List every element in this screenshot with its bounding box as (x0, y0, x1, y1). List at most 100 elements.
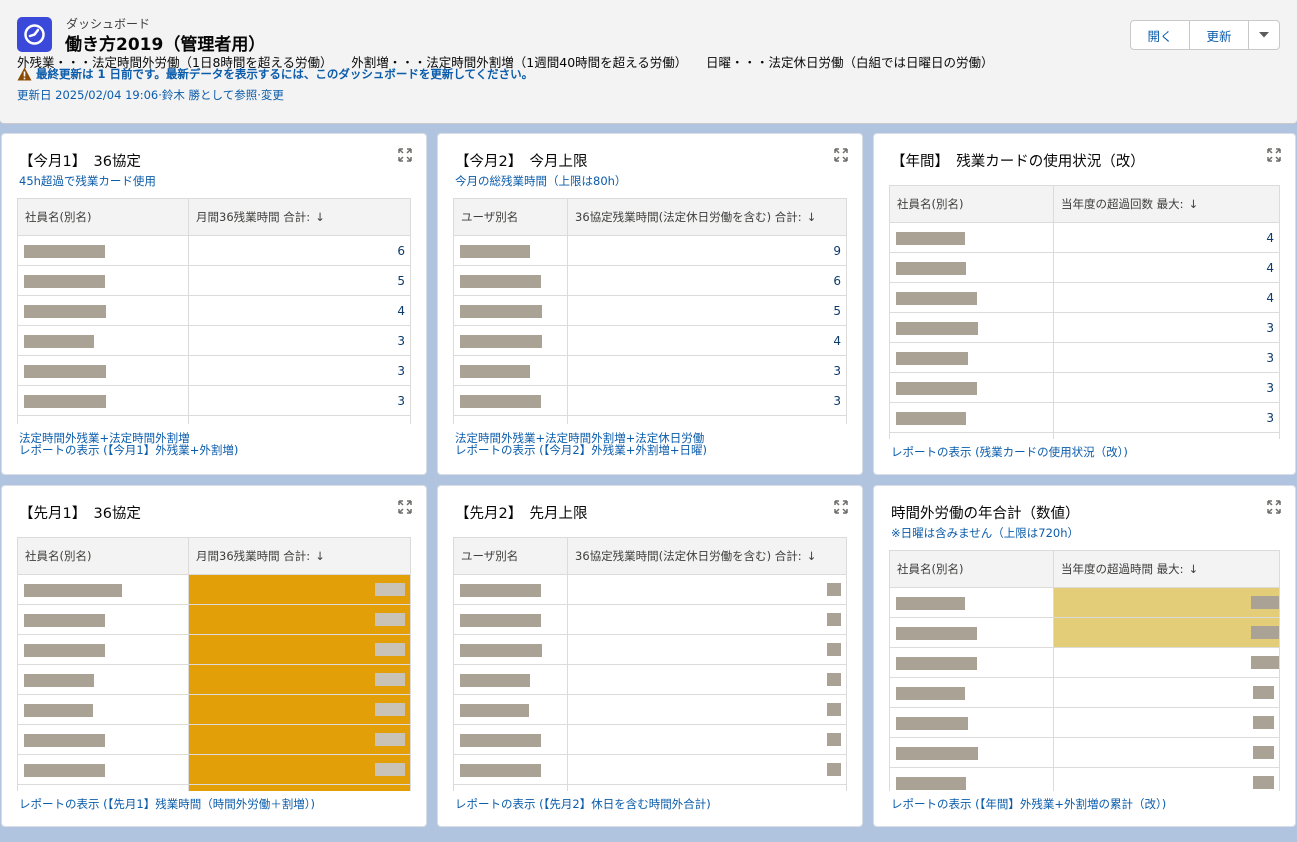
redacted-value (1251, 656, 1279, 669)
expand-icon[interactable] (834, 148, 848, 162)
table-header: 社員名(別名) 当年度の超過回数 最大: ↓ (890, 186, 1279, 223)
expand-icon[interactable] (398, 148, 412, 162)
table-row[interactable]: 6 (454, 266, 846, 296)
column-header-value[interactable]: 月間36残業時間 合計: ↓ (196, 549, 325, 563)
table-row[interactable] (454, 725, 846, 755)
column-header-name[interactable]: ユーザ別名 (454, 199, 568, 235)
table-row[interactable]: 4 (890, 223, 1279, 253)
redacted-name (24, 335, 94, 348)
column-header-name[interactable]: ユーザ別名 (454, 538, 568, 574)
redacted-name (460, 734, 541, 747)
expand-icon[interactable] (1267, 148, 1281, 162)
table-row[interactable] (18, 635, 410, 665)
column-header-value[interactable]: 月間36残業時間 合計: ↓ (196, 210, 325, 224)
column-header-value[interactable]: 当年度の超過回数 最大: ↓ (1061, 197, 1199, 211)
table-row[interactable]: 3 (18, 356, 410, 386)
table-row[interactable]: 3 (454, 356, 846, 386)
redacted-name (896, 687, 965, 700)
column-header-value[interactable]: 当年度の超過時間 最大: ↓ (1061, 562, 1199, 576)
stale-warning: 最終更新は 1 日前です。最新データを表示するには、このダッシュボードを更新して… (17, 66, 533, 82)
table-row[interactable]: 5 (18, 266, 410, 296)
table-row[interactable] (18, 725, 410, 755)
table-row[interactable] (454, 605, 846, 635)
table-row[interactable] (18, 605, 410, 635)
redacted-name (24, 644, 105, 657)
table-row[interactable] (454, 575, 846, 605)
table-row[interactable]: 9 (454, 236, 846, 266)
table-row[interactable] (18, 695, 410, 725)
redacted-value (375, 703, 405, 716)
cell-value: 4 (833, 333, 841, 348)
table-row[interactable]: 3 (890, 373, 1279, 403)
expand-icon[interactable] (1267, 500, 1281, 514)
table-row[interactable]: 3 (18, 326, 410, 356)
table-row[interactable]: 3 (454, 386, 846, 416)
table-row[interactable]: 3 (890, 313, 1279, 343)
table-row[interactable] (18, 575, 410, 605)
table-row[interactable]: 4 (18, 296, 410, 326)
redacted-name (460, 335, 542, 348)
sort-desc-icon: ↓ (1188, 197, 1199, 211)
open-button[interactable]: 開く (1130, 20, 1190, 50)
cell-value: 3 (397, 363, 405, 378)
widget-title: 時間外労働の年合計（数値） (891, 506, 1080, 522)
column-header-name[interactable]: 社員名(別名) (18, 199, 189, 235)
table-row[interactable] (18, 755, 410, 785)
table-row[interactable] (890, 588, 1279, 618)
column-header-value[interactable]: 36協定残業時間(法定休日労働を含む) 合計: ↓ (575, 210, 817, 224)
sort-desc-icon: ↓ (1188, 562, 1199, 576)
table-row[interactable] (18, 785, 410, 791)
highlighted-cell (189, 635, 410, 664)
cell-value: 6 (397, 243, 405, 258)
column-header-name[interactable]: 社員名(別名) (18, 538, 189, 574)
table-row[interactable] (18, 665, 410, 695)
redacted-value (827, 703, 841, 716)
table-row[interactable]: 4 (890, 283, 1279, 313)
expand-icon[interactable] (398, 500, 412, 514)
report-link[interactable]: レポートの表示 (残業カードの使用状況（改）) (891, 445, 1128, 459)
more-actions-button[interactable] (1249, 20, 1280, 50)
table-row[interactable]: 5 (454, 296, 846, 326)
table-row[interactable]: 6 (18, 236, 410, 266)
refresh-button[interactable]: 更新 (1190, 20, 1249, 50)
column-header-name[interactable]: 社員名(別名) (890, 551, 1054, 587)
redacted-name (460, 245, 530, 258)
table-row[interactable] (890, 648, 1279, 678)
report-link[interactable]: レポートの表示 (【先月1】残業時間（時間外労働＋割増）) (19, 797, 315, 811)
table-row[interactable] (454, 695, 846, 725)
gauge-icon (17, 17, 52, 52)
table-row[interactable] (890, 738, 1279, 768)
column-header-name[interactable]: 社員名(別名) (890, 186, 1054, 222)
table-row[interactable] (890, 678, 1279, 708)
column-header-value[interactable]: 36協定残業時間(法定休日労働を含む) 合計: ↓ (575, 549, 817, 563)
table-row[interactable] (18, 416, 410, 424)
report-link[interactable]: レポートの表示 (【年間】外残業+外割増の累計（改）) (891, 797, 1167, 811)
widget-title: 【今月1】 36協定 (19, 154, 141, 170)
table-row[interactable] (454, 755, 846, 785)
cell-value: 3 (1266, 350, 1274, 365)
table-row[interactable] (454, 665, 846, 695)
widget-yearly-overtime-card: 【年間】 残業カードの使用状況（改） 社員名(別名) 当年度の超過回数 最大: ↓… (873, 133, 1296, 475)
table-row[interactable]: 3 (890, 343, 1279, 373)
table-row[interactable] (890, 768, 1279, 791)
report-link[interactable]: 法定時間外残業+法定時間外割増+法定休日労働 レポートの表示 (【今月2】外残業… (455, 431, 707, 457)
table-row[interactable] (890, 708, 1279, 738)
table-row[interactable] (454, 785, 846, 791)
table-row[interactable] (454, 416, 846, 424)
report-link[interactable]: 法定時間外残業+法定時間外割増 レポートの表示 (【今月1】外残業+外割増) (19, 431, 239, 457)
redacted-name (24, 764, 105, 777)
redacted-value (1253, 776, 1274, 789)
redacted-name (24, 584, 122, 597)
table-row[interactable]: 4 (454, 326, 846, 356)
widget-subtitle: 今月の総残業時間（上限は80h） (455, 174, 627, 188)
report-link[interactable]: レポートの表示 (【先月2】休日を含む時間外合計) (455, 797, 711, 811)
table-row[interactable] (890, 433, 1279, 439)
table-row[interactable] (454, 635, 846, 665)
expand-icon[interactable] (834, 500, 848, 514)
table-row[interactable] (890, 618, 1279, 648)
table-row[interactable]: 3 (18, 386, 410, 416)
table-row[interactable]: 3 (890, 403, 1279, 433)
table-header: 社員名(別名) 当年度の超過時間 最大: ↓ (890, 551, 1279, 588)
table-row[interactable]: 4 (890, 253, 1279, 283)
last-updated-link[interactable]: 更新日 2025/02/04 19:06·鈴木 勝として参照·変更 (17, 88, 284, 102)
